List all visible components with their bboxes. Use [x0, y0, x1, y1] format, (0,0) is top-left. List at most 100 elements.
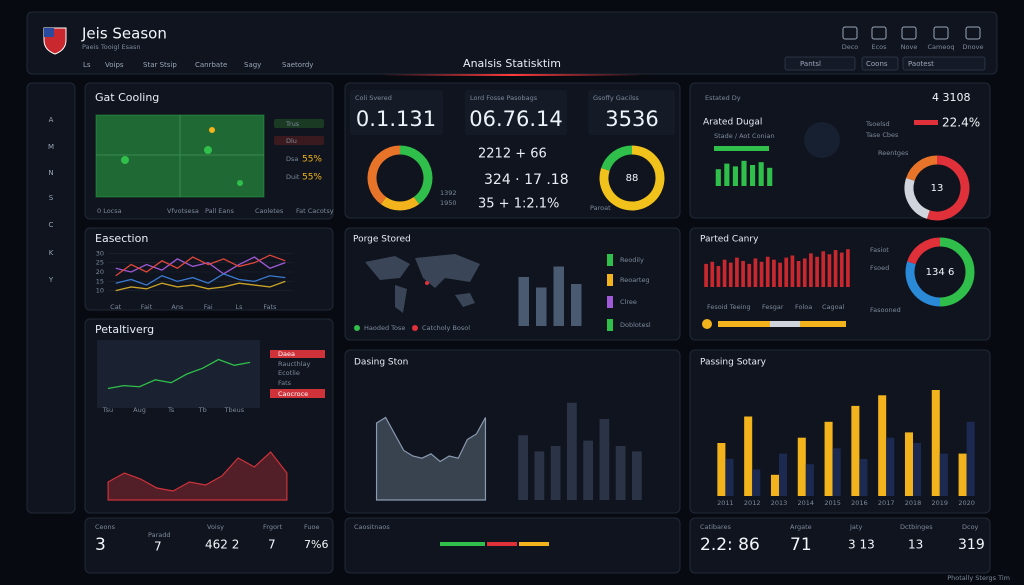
ring-segment	[905, 261, 941, 307]
kpi-value: 0.1.131	[356, 107, 436, 131]
bar	[728, 262, 733, 287]
kpi-value: 3536	[605, 107, 658, 131]
stat-label: Jaty	[849, 523, 862, 531]
x-tick-label: 2017	[878, 499, 895, 507]
bottom-right: Catibares 2.2: 86 Argate 71 Jaty 3 13 Dc…	[700, 523, 985, 555]
line	[115, 280, 286, 292]
bar	[536, 287, 547, 326]
bar	[553, 266, 564, 326]
row-icon	[607, 254, 613, 266]
icon[interactable]	[933, 26, 949, 40]
ring-segment	[907, 237, 941, 265]
bar	[758, 162, 764, 186]
x-tick-label: Ts	[167, 406, 175, 414]
nav-item[interactable]: Saetordy	[282, 61, 313, 69]
stat-value: 3 13	[848, 538, 875, 552]
icon[interactable]	[842, 26, 858, 40]
icon[interactable]	[965, 26, 981, 40]
bar	[615, 446, 626, 500]
nav-item[interactable]: Star Stsip	[143, 61, 177, 69]
caption: Stade / Aot Conian	[714, 132, 775, 140]
bar	[750, 165, 756, 186]
filter[interactable]	[784, 56, 856, 71]
bar	[716, 266, 721, 287]
ring-segment	[601, 145, 633, 172]
legend-chip	[274, 119, 324, 128]
x-tick-label: 2011	[717, 499, 734, 507]
stat-value: 71	[790, 535, 812, 555]
bar	[724, 163, 730, 186]
stat: 35 + 1:2.1%	[478, 197, 559, 212]
bar	[715, 169, 721, 186]
nav-item[interactable]: Canrbate	[195, 61, 227, 69]
legend-chip	[274, 136, 324, 145]
bar	[859, 458, 868, 496]
bar	[805, 464, 814, 496]
legend-value: 55%	[302, 173, 322, 183]
sidebar-item[interactable]: M	[48, 143, 54, 151]
sidebar-item[interactable]: C	[49, 221, 54, 229]
row-icon	[607, 274, 613, 286]
x-tick-label: Fats	[263, 303, 277, 311]
x-tick-label: 2015	[824, 499, 841, 507]
icon[interactable]	[871, 26, 887, 40]
ring-label: 13	[931, 183, 944, 194]
line	[115, 273, 286, 286]
y-tick-label: 30	[96, 249, 104, 257]
ring-segment	[367, 145, 401, 205]
sidebar-item[interactable]: S	[49, 194, 54, 202]
side-label: Fasiot	[870, 246, 889, 254]
legend-dot	[702, 319, 712, 329]
sidebar-item[interactable]: A	[49, 116, 54, 124]
icon-label: Ecos	[871, 43, 887, 51]
bottom-left: Ceons 3 Paradd 7 Voisy 462 2 Frgort 7 Fu…	[95, 523, 328, 555]
bar	[752, 469, 761, 496]
x-tick-label: Tsu	[102, 406, 113, 414]
list-chip	[270, 350, 325, 358]
progress	[770, 321, 800, 327]
sidebar-item[interactable]: Y	[48, 276, 54, 284]
sidebar-item[interactable]: N	[48, 169, 53, 177]
panel-title: Dasing Ston	[354, 358, 408, 368]
panel	[689, 517, 991, 574]
filter[interactable]	[861, 56, 899, 71]
filter-label[interactable]: Coons	[866, 60, 888, 68]
decor	[804, 122, 840, 158]
list-item: Fats	[278, 379, 292, 387]
x-tick-label: 2019	[932, 499, 949, 507]
nav: Ls Voips Star Stsip Canrbate Sagy Saetor…	[83, 61, 313, 69]
kpi-label: Gsoffy Gacilss	[593, 94, 639, 102]
big-value: 4 3108	[932, 91, 971, 104]
icon-label: Cameoq	[928, 43, 955, 51]
bar	[832, 448, 841, 496]
bar	[767, 167, 773, 186]
bar	[704, 263, 708, 287]
footer-label: 0 Locsa	[97, 207, 122, 215]
x-tick-label: Cat	[110, 303, 122, 311]
ring-label: 88	[626, 173, 639, 184]
nav-item[interactable]: Ls	[83, 61, 91, 69]
subtitle: Paeis Tooigl Esasn	[82, 43, 140, 51]
nav-item[interactable]: Sagy	[244, 61, 261, 69]
bar	[717, 443, 726, 496]
kpi-box	[588, 90, 675, 135]
bar	[744, 416, 753, 496]
area	[107, 451, 288, 501]
filter-label[interactable]: Paotest	[908, 60, 934, 68]
row-label: Reodily	[620, 256, 644, 264]
bar	[765, 256, 770, 287]
icons: Deco Ecos Nove Cameoq Dnove	[842, 26, 983, 51]
icon[interactable]	[901, 26, 917, 40]
sidebar-item[interactable]: K	[49, 249, 54, 257]
filter-label[interactable]: Pantsl	[800, 60, 821, 68]
pct: 22.4%	[942, 116, 980, 130]
nav-item[interactable]: Voips	[105, 61, 124, 69]
x-tick-label: Tb	[198, 406, 207, 414]
note: Paroat	[590, 204, 611, 212]
player	[121, 156, 129, 164]
filter[interactable]	[902, 56, 986, 71]
panel-title: Gat Cooling	[95, 91, 159, 104]
bar	[824, 421, 833, 496]
x-tick-label: 2018	[905, 499, 922, 507]
bar	[815, 256, 819, 287]
